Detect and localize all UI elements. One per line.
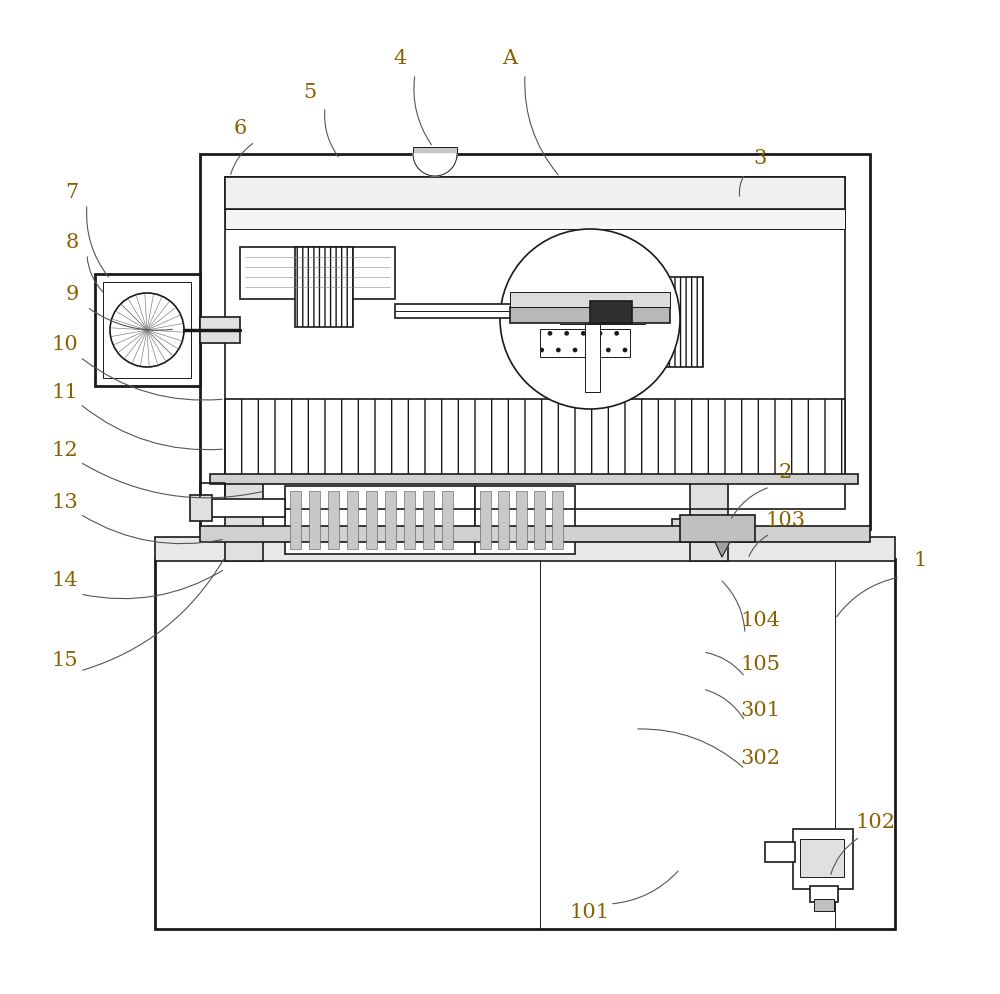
Bar [498, 491, 509, 550]
Bar [190, 495, 212, 522]
Text: 302: 302 [740, 747, 780, 766]
Bar [510, 308, 670, 324]
Bar [295, 248, 353, 328]
Bar [800, 839, 844, 877]
Bar [285, 486, 475, 555]
Text: 12: 12 [52, 440, 78, 459]
Text: 9: 9 [65, 285, 79, 304]
Text: 4: 4 [393, 49, 407, 68]
Bar [516, 491, 527, 550]
Bar [404, 491, 415, 550]
Bar [793, 829, 853, 889]
Text: 104: 104 [740, 610, 780, 629]
Bar [395, 305, 513, 319]
Bar [225, 178, 845, 510]
Bar [200, 527, 870, 543]
Text: 13: 13 [52, 492, 78, 511]
Bar [225, 400, 845, 477]
Bar [442, 491, 453, 550]
Text: 14: 14 [52, 570, 78, 588]
Text: 10: 10 [52, 335, 78, 354]
Text: 6: 6 [233, 118, 247, 137]
Bar [534, 491, 545, 550]
Bar [690, 479, 728, 562]
Bar [290, 491, 301, 550]
Bar [510, 292, 670, 308]
Bar [155, 538, 895, 562]
Text: 101: 101 [570, 902, 610, 920]
Bar [585, 325, 600, 393]
Text: A: A [502, 49, 518, 68]
Polygon shape [715, 543, 730, 558]
Polygon shape [413, 155, 457, 177]
Bar [540, 330, 630, 358]
Text: 15: 15 [52, 650, 78, 669]
Bar [347, 491, 358, 550]
Text: 8: 8 [65, 233, 79, 251]
Bar [195, 500, 285, 518]
Text: 7: 7 [65, 182, 79, 202]
Bar [200, 318, 240, 344]
Bar [225, 479, 263, 562]
Bar [225, 210, 845, 230]
Bar [240, 248, 395, 300]
Bar [225, 178, 845, 210]
Bar [309, 491, 320, 550]
Bar [210, 474, 858, 484]
Bar [328, 491, 339, 550]
Text: 1: 1 [913, 550, 927, 569]
Bar [810, 886, 838, 903]
Bar [552, 491, 563, 550]
Bar [423, 491, 434, 550]
Text: 103: 103 [765, 510, 805, 529]
Text: 11: 11 [52, 383, 78, 403]
Bar [765, 842, 795, 862]
Bar [480, 491, 491, 550]
Circle shape [500, 230, 680, 410]
Bar [672, 520, 748, 540]
Bar [814, 900, 834, 911]
Bar [385, 491, 396, 550]
Bar [475, 486, 575, 555]
Bar [366, 491, 377, 550]
Bar [200, 155, 870, 530]
Bar [155, 560, 895, 929]
Text: 102: 102 [855, 812, 895, 831]
Text: 301: 301 [740, 700, 780, 719]
Circle shape [110, 293, 184, 368]
Text: 5: 5 [303, 83, 317, 101]
Bar [645, 277, 703, 368]
Text: 105: 105 [740, 655, 780, 674]
Bar [590, 302, 632, 324]
Text: 2: 2 [778, 462, 792, 481]
Bar [95, 274, 200, 387]
Bar [680, 516, 755, 543]
Bar [413, 148, 457, 158]
Text: 3: 3 [753, 148, 767, 167]
Bar [103, 282, 191, 379]
